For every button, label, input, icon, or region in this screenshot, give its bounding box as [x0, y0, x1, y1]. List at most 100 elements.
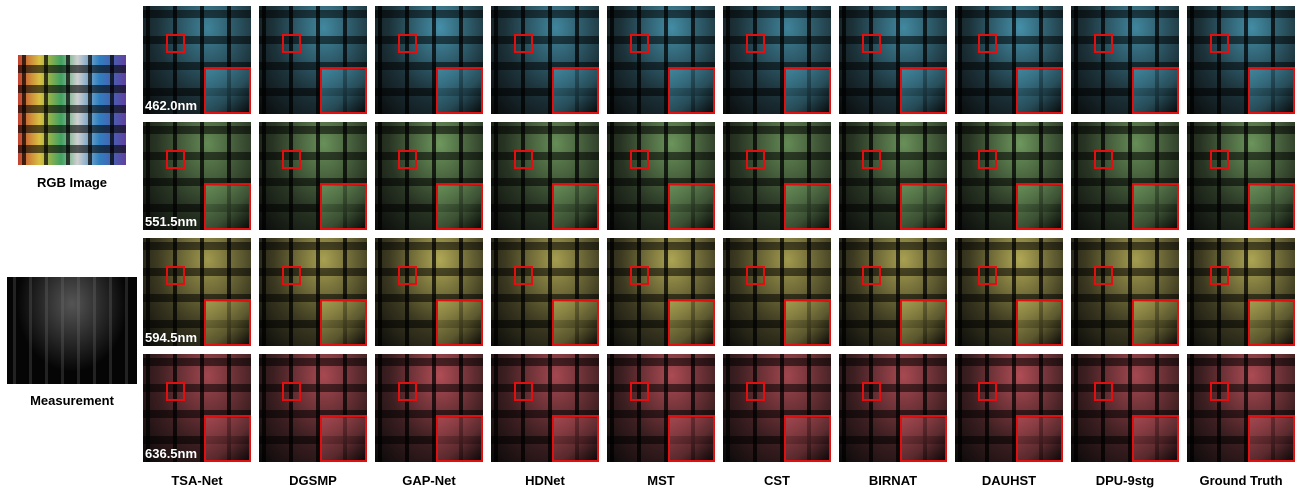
result-tile: [607, 354, 715, 462]
method-label: Ground Truth: [1183, 473, 1299, 488]
zoom-inset: [900, 183, 947, 230]
result-tile: [1187, 354, 1295, 462]
method-label: HDNet: [487, 473, 603, 488]
zoom-box: [862, 34, 881, 53]
zoom-inset: [204, 415, 251, 462]
zoom-box: [282, 150, 301, 169]
zoom-inset: [320, 67, 367, 114]
zoom-box: [862, 266, 881, 285]
zoom-inset: [1016, 183, 1063, 230]
zoom-inset: [320, 415, 367, 462]
zoom-inset: [1132, 299, 1179, 346]
result-tile: [259, 238, 367, 346]
zoom-inset: [1248, 415, 1295, 462]
result-tile: [1071, 354, 1179, 462]
zoom-inset: [552, 299, 599, 346]
zoom-inset: [204, 299, 251, 346]
result-tile: [491, 354, 599, 462]
zoom-inset: [1132, 67, 1179, 114]
zoom-box: [1094, 150, 1113, 169]
zoom-inset: [436, 415, 483, 462]
result-tile: [723, 354, 831, 462]
result-tile: [607, 122, 715, 230]
zoom-inset: [784, 67, 831, 114]
zoom-inset: [552, 183, 599, 230]
result-tile: [375, 122, 483, 230]
zoom-box: [514, 150, 533, 169]
zoom-inset: [784, 299, 831, 346]
zoom-box: [978, 150, 997, 169]
result-tile: [723, 6, 831, 114]
result-tile: [375, 238, 483, 346]
method-label: DGSMP: [255, 473, 371, 488]
zoom-inset: [1016, 415, 1063, 462]
zoom-inset: [668, 183, 715, 230]
result-tile: [839, 122, 947, 230]
result-tile: 594.5nm: [143, 238, 251, 346]
zoom-box: [978, 266, 997, 285]
zoom-box: [1210, 150, 1229, 169]
result-tile: [375, 354, 483, 462]
method-label: BIRNAT: [835, 473, 951, 488]
zoom-box: [514, 34, 533, 53]
zoom-box: [398, 382, 417, 401]
zoom-box: [1210, 266, 1229, 285]
zoom-box: [746, 266, 765, 285]
result-tile: [1071, 122, 1179, 230]
result-tile: [259, 122, 367, 230]
zoom-box: [1094, 34, 1113, 53]
measurement-label: Measurement: [0, 393, 144, 408]
rgb-label: RGB Image: [0, 175, 144, 190]
measurement-image: [7, 277, 137, 384]
wavelength-label: 636.5nm: [145, 446, 197, 461]
zoom-inset: [900, 67, 947, 114]
zoom-box: [630, 34, 649, 53]
figure: {"left": {"rgb_label": "RGB Image", "mea…: [0, 0, 1305, 493]
zoom-inset: [436, 183, 483, 230]
result-tile: [1187, 238, 1295, 346]
zoom-box: [746, 382, 765, 401]
zoom-inset: [900, 299, 947, 346]
result-tile: [1071, 238, 1179, 346]
result-tile: [491, 122, 599, 230]
zoom-box: [398, 150, 417, 169]
zoom-inset: [320, 299, 367, 346]
zoom-box: [398, 34, 417, 53]
zoom-box: [398, 266, 417, 285]
zoom-inset: [784, 415, 831, 462]
zoom-box: [166, 150, 185, 169]
zoom-inset: [668, 299, 715, 346]
method-label: DPU-9stg: [1067, 473, 1183, 488]
zoom-box: [166, 266, 185, 285]
wavelength-label: 462.0nm: [145, 98, 197, 113]
zoom-inset: [436, 67, 483, 114]
zoom-inset: [1016, 67, 1063, 114]
result-tile: [607, 238, 715, 346]
zoom-box: [514, 382, 533, 401]
zoom-box: [630, 266, 649, 285]
result-tile: 462.0nm: [143, 6, 251, 114]
result-tile: [723, 238, 831, 346]
result-tile: [491, 238, 599, 346]
result-tile: 636.5nm: [143, 354, 251, 462]
wavelength-label: 594.5nm: [145, 330, 197, 345]
zoom-box: [1094, 266, 1113, 285]
result-tile: [259, 6, 367, 114]
zoom-inset: [552, 67, 599, 114]
method-label: TSA-Net: [139, 473, 255, 488]
result-tile: [259, 354, 367, 462]
zoom-box: [862, 150, 881, 169]
zoom-inset: [1132, 183, 1179, 230]
zoom-box: [746, 150, 765, 169]
result-tile: [955, 238, 1063, 346]
zoom-inset: [900, 415, 947, 462]
zoom-box: [978, 382, 997, 401]
zoom-box: [282, 266, 301, 285]
zoom-box: [978, 34, 997, 53]
zoom-box: [862, 382, 881, 401]
result-tile: 551.5nm: [143, 122, 251, 230]
zoom-box: [514, 266, 533, 285]
zoom-box: [166, 34, 185, 53]
result-tile: [607, 6, 715, 114]
wavelength-label: 551.5nm: [145, 214, 197, 229]
